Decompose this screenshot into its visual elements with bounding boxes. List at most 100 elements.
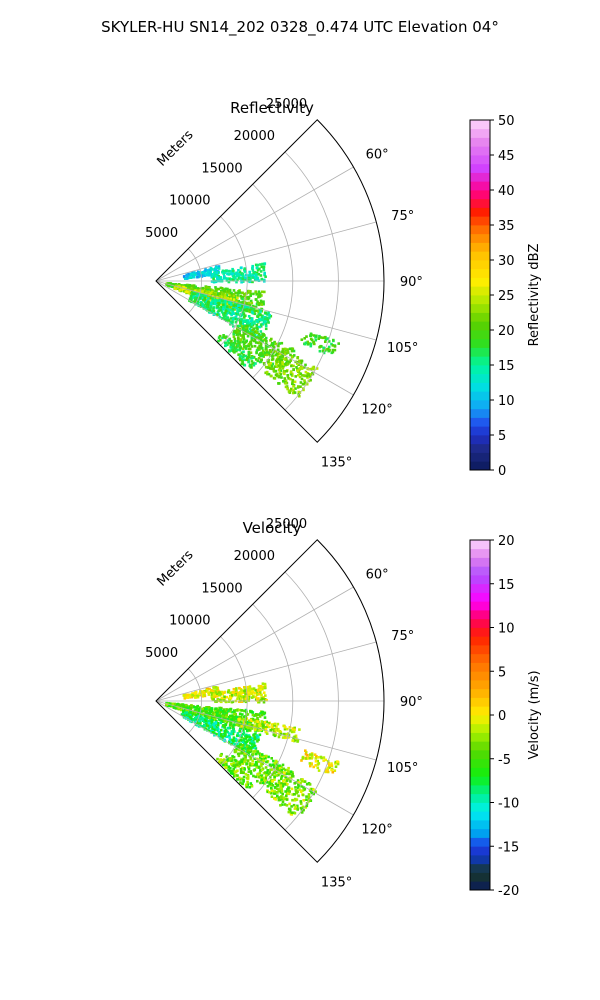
echo-pixel (318, 349, 322, 353)
echo-pixel (259, 724, 262, 728)
echo-pixel (243, 270, 247, 273)
echo-pixel (216, 276, 219, 279)
echo-pixel (234, 315, 238, 318)
echo-pixel (291, 382, 294, 386)
echo-pixel (250, 301, 254, 305)
colorbar-segment (470, 750, 490, 760)
echo-pixel (243, 309, 247, 312)
echo-pixel (249, 299, 253, 303)
echo-pixel (273, 722, 277, 726)
echo-pixel (217, 267, 221, 270)
colorbar-segment (470, 400, 490, 410)
echo-pixel (295, 366, 298, 369)
echo-pixel (280, 358, 284, 362)
echo-pixel (237, 748, 241, 751)
echo-pixel (272, 369, 276, 373)
echo-pixel (248, 726, 252, 729)
echo-pixel (235, 691, 239, 694)
echo-pixel (252, 271, 255, 275)
echo-pixel (186, 274, 189, 278)
echo-pixel (281, 350, 284, 353)
echo-pixel (203, 290, 207, 293)
echo-pixel (313, 342, 316, 346)
echo-pixel (245, 762, 249, 765)
echo-pixel (238, 270, 242, 274)
echo-pixel (281, 362, 285, 366)
echo-pixel (169, 284, 173, 288)
echo-pixel (260, 351, 263, 355)
echo-pixel (238, 333, 241, 336)
colorbar-tick-label: 15 (498, 578, 515, 593)
echo-pixel (242, 741, 246, 745)
echo-pixel (241, 360, 244, 363)
echo-pixel (250, 317, 254, 321)
echo-pixel (184, 277, 187, 280)
colorbar-segment (470, 548, 490, 558)
echo-pixel (328, 764, 331, 767)
panel-title: Reflectivity (230, 99, 314, 117)
echo-pixel (233, 316, 236, 319)
echo-pixel (212, 698, 215, 701)
echo-pixel (259, 323, 263, 326)
range-tick-label: 25000 (266, 517, 307, 532)
echo-pixel (221, 763, 225, 767)
colorbar-tick-label: 35 (498, 219, 515, 234)
echo-pixel (293, 391, 297, 394)
echo-pixel (224, 342, 228, 345)
echo-pixel (258, 752, 261, 756)
echo-pixel (256, 722, 260, 726)
echo-pixel (252, 308, 255, 311)
echo-pixel (233, 730, 236, 733)
echo-pixel (246, 689, 249, 692)
echo-pixel (243, 760, 247, 764)
colorbar-segment (470, 382, 490, 392)
echo-pixel (284, 347, 287, 351)
echo-pixel (223, 316, 226, 319)
echo-pixel (296, 804, 299, 808)
echo-pixel (244, 314, 247, 317)
azimuth-tick-label: 90° (400, 275, 423, 290)
echo-pixel (260, 294, 263, 297)
echo-pixel (254, 358, 258, 361)
echo-pixel (207, 720, 210, 723)
echo-pixel (216, 695, 219, 698)
echo-pixel (296, 790, 299, 793)
echo-pixel (242, 737, 246, 740)
echo-pixel (230, 730, 234, 733)
echo-pixel (243, 709, 246, 713)
echo-pixel (287, 792, 290, 795)
echo-pixel (232, 332, 235, 336)
echo-pixel (330, 762, 333, 765)
echo-pixel (280, 765, 283, 768)
echo-pixel (278, 375, 281, 378)
echo-pixel (294, 734, 298, 738)
colorbar-label: Reflectivity dBZ (527, 244, 542, 347)
echo-pixel (231, 772, 234, 775)
echo-pixel (242, 301, 245, 304)
echo-pixel (191, 284, 194, 287)
echo-pixel (332, 338, 335, 342)
echo-pixel (240, 695, 244, 699)
echo-pixel (209, 691, 213, 694)
echo-pixel (238, 324, 242, 328)
echo-pixel (333, 769, 337, 772)
echo-pixel (303, 787, 307, 791)
echo-pixel (250, 310, 254, 314)
echo-pixel (195, 714, 198, 717)
echo-pixel (238, 277, 242, 280)
echo-pixel (261, 724, 265, 728)
echo-pixel (280, 774, 284, 778)
echo-pixel (207, 291, 210, 294)
colorbar-tick-label: 5 (498, 429, 506, 444)
echo-pixel (244, 692, 247, 695)
echo-pixel (289, 372, 293, 376)
echo-pixel (285, 381, 289, 385)
echo-pixel (262, 265, 266, 269)
echo-pixel (222, 716, 225, 720)
echo-pixel (229, 272, 232, 276)
echo-pixel (218, 295, 221, 299)
echo-pixel (226, 758, 229, 761)
echo-pixel (264, 371, 267, 375)
echo-pixel (300, 785, 303, 788)
echo-pixel (192, 291, 196, 294)
